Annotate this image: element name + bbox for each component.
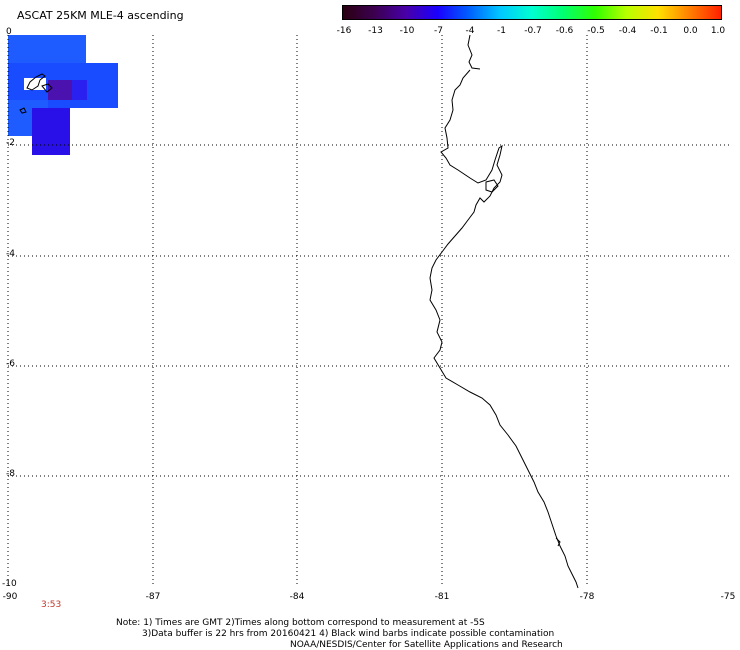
lat-label-minus10: -10 [2, 579, 17, 589]
note-line-2: 3)Data buffer is 22 hrs from 20160421 4)… [142, 629, 555, 639]
colorbar-label: -13 [368, 26, 383, 36]
colorbar-label: -0.6 [555, 26, 574, 36]
lat-label-minus4: -4 [6, 249, 15, 259]
colorbar-label: -7 [434, 26, 443, 36]
colorbar-label: -16 [336, 26, 352, 36]
swath-cell [8, 35, 86, 63]
galapagos-islands [19, 73, 53, 114]
coastline [429, 34, 579, 589]
swath-cell [72, 80, 87, 100]
lat-label-minus2: -2 [6, 138, 15, 148]
time-label: 3:53 [41, 600, 62, 610]
colorbar [342, 5, 722, 20]
lon-label-minus84: -84 [289, 592, 305, 602]
colorbar-label: -1 [497, 26, 506, 36]
map-title: ASCAT 25KM MLE-4 ascending [17, 9, 184, 22]
note-line-1: Note: 1) Times are GMT 2)Times along bot… [116, 618, 485, 628]
swath-cell [24, 78, 46, 90]
lat-label-0: 0 [6, 27, 12, 37]
lon-label-minus78: -78 [579, 592, 595, 602]
colorbar-label: -0.5 [587, 26, 605, 36]
colorbar-label: 1.0 [710, 26, 726, 36]
colorbar-label: 0.0 [683, 26, 698, 36]
note-line-3: NOAA/NESDIS/Center for Satellite Applica… [290, 640, 563, 650]
lon-label-minus75: -75 [720, 592, 736, 602]
colorbar-label: -0.7 [524, 26, 542, 36]
colorbar-label: -0.4 [618, 26, 637, 36]
lon-label-minus81: -81 [434, 592, 450, 602]
lat-label-minus6: -6 [6, 359, 15, 369]
lon-label-minus90: -90 [2, 592, 18, 602]
colorbar-label: -0.1 [650, 26, 668, 36]
swath-cell [32, 108, 70, 155]
lat-label-minus8: -8 [6, 469, 15, 479]
gulf-island [485, 179, 499, 193]
lon-label-minus87: -87 [145, 592, 161, 602]
wind-swath [8, 35, 118, 155]
swath-cell [48, 80, 72, 100]
coast-detail [555, 537, 561, 547]
colorbar-label: -10 [399, 26, 415, 36]
colorbar-label: -4 [465, 26, 475, 36]
lat-lon-grid [7, 35, 732, 586]
